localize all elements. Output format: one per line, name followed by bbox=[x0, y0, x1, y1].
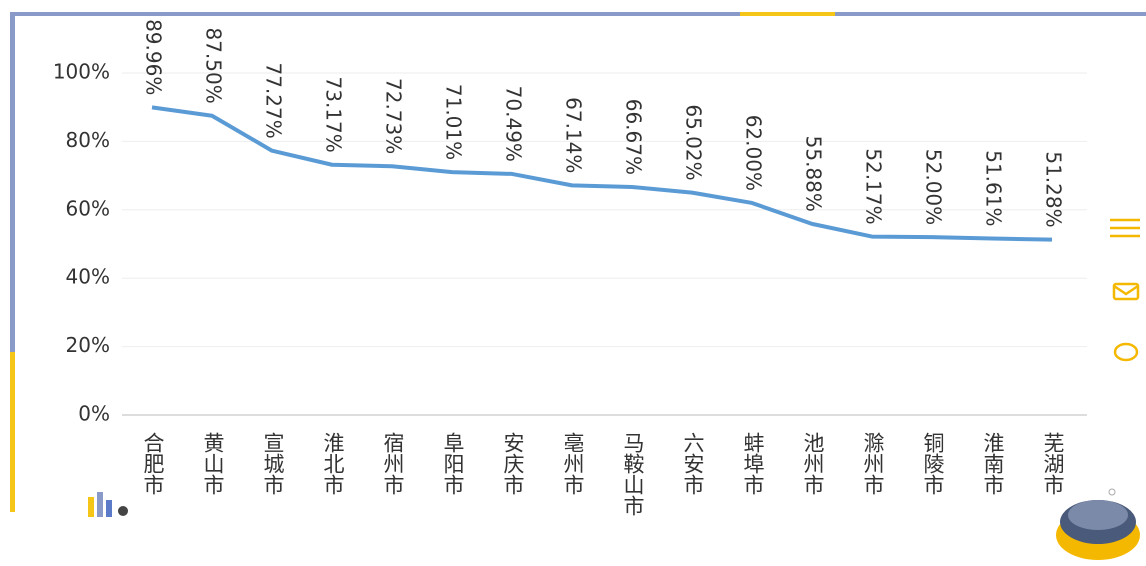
value-label: 66.67% bbox=[622, 99, 646, 175]
y-tick-label: 0% bbox=[78, 402, 110, 426]
x-tick-label: 马鞍山市 bbox=[621, 432, 645, 516]
x-tick-label: 阜阳市 bbox=[441, 432, 465, 495]
value-label: 73.17% bbox=[322, 76, 346, 152]
value-label: 89.96% bbox=[142, 19, 166, 95]
y-tick-label: 20% bbox=[66, 333, 110, 357]
y-tick-label: 40% bbox=[66, 265, 110, 289]
value-label: 87.50% bbox=[202, 27, 226, 103]
value-label: 67.14% bbox=[562, 97, 586, 173]
y-tick-label: 80% bbox=[66, 128, 110, 152]
x-tick-label: 宿州市 bbox=[381, 432, 405, 495]
value-label: 70.49% bbox=[502, 86, 526, 162]
x-tick-label: 亳州市 bbox=[561, 432, 585, 495]
chart: 0% 20% 40% 60% 80% 100% 合肥市 89.96% 黄山市 87.50% 宣城市 7… bbox=[0, 0, 1146, 566]
x-tick-label: 蚌埠市 bbox=[741, 432, 765, 495]
x-tick-label: 安庆市 bbox=[501, 432, 525, 495]
left-accent bbox=[10, 352, 15, 512]
x-tick-label: 芜湖市 bbox=[1041, 432, 1065, 495]
x-tick-label: 黄山市 bbox=[201, 432, 225, 495]
top-border bbox=[10, 12, 1146, 16]
value-label: 62.00% bbox=[742, 115, 766, 191]
x-tick-label: 淮北市 bbox=[321, 432, 345, 495]
value-label: 51.61% bbox=[982, 150, 1006, 226]
x-tick-label: 六安市 bbox=[681, 432, 705, 495]
value-label: 55.88% bbox=[802, 136, 826, 212]
x-tick-label: 铜陵市 bbox=[921, 432, 945, 495]
y-tick-label: 60% bbox=[66, 196, 110, 220]
x-tick-label: 宣城市 bbox=[261, 432, 285, 495]
value-label: 72.73% bbox=[382, 78, 406, 154]
value-label: 52.17% bbox=[862, 148, 886, 224]
value-label: 51.28% bbox=[1042, 151, 1066, 227]
x-tick-label: 合肥市 bbox=[141, 432, 165, 495]
value-label: 77.27% bbox=[262, 62, 286, 138]
page: 0% 20% 40% 60% 80% 100% 合肥市 89.96% 黄山市 87.50% 宣城市 7… bbox=[0, 0, 1146, 566]
x-tick-label: 池州市 bbox=[801, 432, 825, 495]
x-tick-label: 淮南市 bbox=[981, 432, 1005, 495]
x-tick-label: 滁州市 bbox=[861, 432, 885, 495]
top-accent bbox=[740, 12, 835, 16]
value-label: 65.02% bbox=[682, 104, 706, 180]
value-label: 71.01% bbox=[442, 84, 466, 160]
left-border bbox=[10, 12, 15, 352]
y-tick-label: 100% bbox=[53, 60, 110, 84]
value-label: 52.00% bbox=[922, 149, 946, 225]
